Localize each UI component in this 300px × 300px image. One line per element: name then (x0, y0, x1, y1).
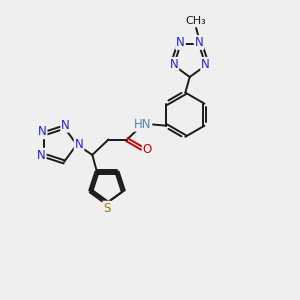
Text: N: N (169, 58, 178, 71)
Text: O: O (143, 143, 152, 156)
Text: CH₃: CH₃ (186, 16, 206, 26)
Text: S: S (103, 202, 111, 215)
Text: N: N (38, 125, 46, 138)
Text: N: N (61, 118, 70, 132)
Text: N: N (75, 138, 83, 151)
Text: N: N (37, 149, 46, 162)
Text: N: N (195, 36, 203, 49)
Text: N: N (176, 36, 185, 49)
Text: HN: HN (134, 118, 152, 131)
Text: N: N (201, 58, 210, 71)
